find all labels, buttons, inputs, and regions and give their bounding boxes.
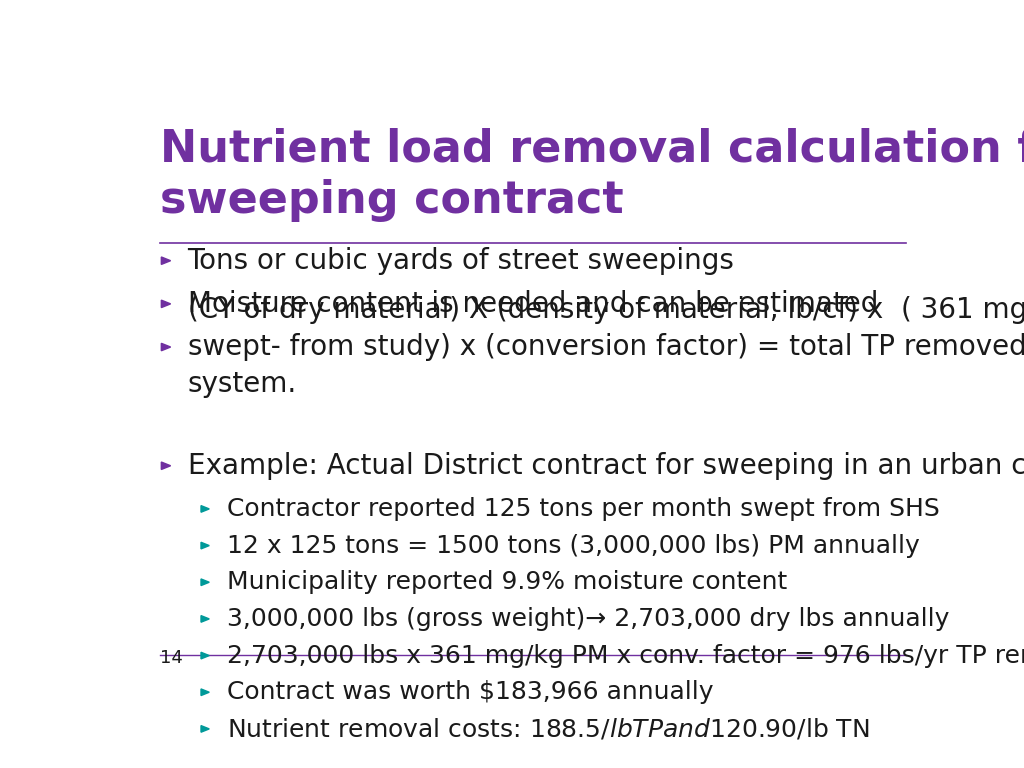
Text: Nutrient load removal calculation for street
sweeping contract: Nutrient load removal calculation for st… [160, 127, 1024, 222]
Polygon shape [162, 257, 171, 264]
Text: Nutrient removal costs: $188.5/lb TP and $120.90/lb TN: Nutrient removal costs: $188.5/lb TP and… [227, 717, 869, 741]
Polygon shape [201, 616, 209, 622]
Text: Contractor reported 125 tons per month swept from SHS: Contractor reported 125 tons per month s… [227, 497, 940, 521]
Text: (CY of dry material) X (density of material, lb/cf) x  ( 361 mg TP/kg PM
swept- : (CY of dry material) X (density of mater… [187, 296, 1024, 398]
Text: Tons or cubic yards of street sweepings: Tons or cubic yards of street sweepings [187, 247, 734, 275]
Polygon shape [162, 343, 171, 351]
Text: 12 x 125 tons = 1500 tons (3,000,000 lbs) PM annually: 12 x 125 tons = 1500 tons (3,000,000 lbs… [227, 534, 920, 558]
Polygon shape [162, 300, 171, 308]
Text: 3,000,000 lbs (gross weight)→ 2,703,000 dry lbs annually: 3,000,000 lbs (gross weight)→ 2,703,000 … [227, 607, 949, 631]
Polygon shape [201, 726, 209, 732]
Polygon shape [201, 505, 209, 512]
Polygon shape [162, 462, 171, 469]
Text: 14: 14 [160, 649, 182, 667]
Text: Municipality reported 9.9% moisture content: Municipality reported 9.9% moisture cont… [227, 571, 787, 594]
Polygon shape [201, 579, 209, 585]
Text: Example: Actual District contract for sweeping in an urban city: Example: Actual District contract for sw… [187, 452, 1024, 480]
Polygon shape [201, 652, 209, 659]
Text: 2,703,000 lbs x 361 mg/kg PM x conv. factor = 976 lbs/yr TP removed: 2,703,000 lbs x 361 mg/kg PM x conv. fac… [227, 644, 1024, 667]
Text: Contract was worth $183,966 annually: Contract was worth $183,966 annually [227, 680, 714, 704]
Polygon shape [201, 542, 209, 549]
Text: Moisture content is needed and can be estimated: Moisture content is needed and can be es… [187, 290, 878, 318]
Polygon shape [201, 689, 209, 696]
